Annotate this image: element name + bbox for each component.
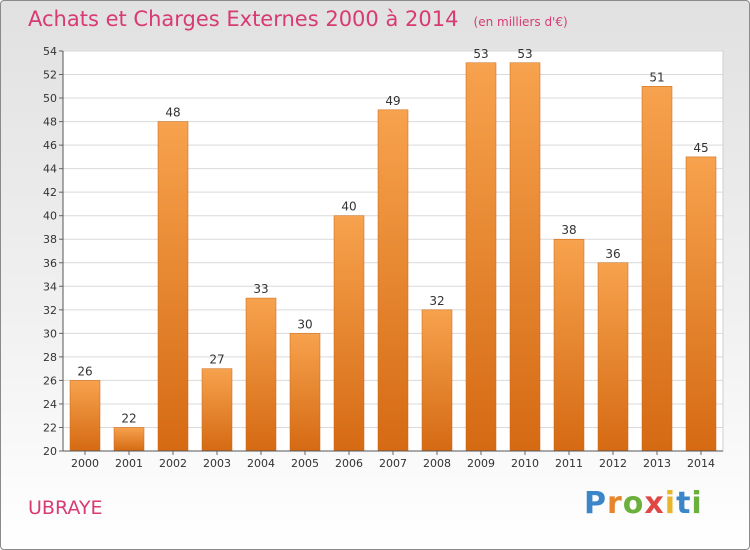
y-tick-label: 38 bbox=[43, 233, 57, 246]
bar-value-label: 40 bbox=[341, 200, 356, 214]
x-tick-label: 2011 bbox=[555, 457, 583, 470]
place-name: UBRAYE bbox=[28, 497, 103, 519]
x-tick-label: 2010 bbox=[511, 457, 539, 470]
y-tick-label: 52 bbox=[43, 69, 57, 82]
y-tick-label: 30 bbox=[43, 327, 57, 340]
x-tick-label: 2007 bbox=[379, 457, 407, 470]
bar-value-label: 49 bbox=[385, 94, 400, 108]
y-tick-label: 22 bbox=[43, 421, 57, 434]
x-tick-label: 2008 bbox=[423, 457, 451, 470]
x-tick-label: 2006 bbox=[335, 457, 363, 470]
bar bbox=[421, 309, 453, 452]
bar-value-label: 32 bbox=[429, 294, 444, 308]
brand-letter: t bbox=[676, 486, 692, 521]
y-tick-label: 40 bbox=[43, 210, 57, 223]
y-tick-label: 42 bbox=[43, 186, 57, 199]
brand-letter: i bbox=[664, 486, 677, 521]
bar-value-label: 30 bbox=[297, 317, 312, 331]
brand-letter: o bbox=[622, 486, 645, 521]
brand-letter: P bbox=[584, 486, 607, 521]
brand-letter: x bbox=[644, 486, 665, 521]
y-tick-label: 54 bbox=[43, 45, 57, 58]
bar bbox=[201, 368, 233, 452]
y-tick-label: 36 bbox=[43, 257, 57, 270]
bar bbox=[69, 380, 101, 452]
bar bbox=[157, 121, 189, 452]
bar-value-label: 51 bbox=[649, 70, 664, 84]
bar-value-label: 33 bbox=[253, 282, 268, 296]
y-tick-label: 26 bbox=[43, 374, 57, 387]
y-tick-label: 24 bbox=[43, 398, 57, 411]
bar-value-label: 45 bbox=[693, 141, 708, 155]
x-tick-label: 2004 bbox=[247, 457, 275, 470]
bar bbox=[509, 62, 541, 452]
bar bbox=[553, 238, 585, 452]
y-tick-label: 50 bbox=[43, 92, 57, 105]
x-tick-label: 2001 bbox=[115, 457, 143, 470]
x-tick-label: 2003 bbox=[203, 457, 231, 470]
y-tick-label: 32 bbox=[43, 304, 57, 317]
bar-value-label: 36 bbox=[605, 247, 620, 261]
x-tick-label: 2000 bbox=[71, 457, 99, 470]
x-tick-label: 2009 bbox=[467, 457, 495, 470]
bar-value-label: 48 bbox=[165, 106, 180, 120]
y-tick-label: 44 bbox=[43, 163, 57, 176]
bar bbox=[641, 86, 673, 452]
chart-subtitle: (en milliers d'€) bbox=[473, 15, 568, 29]
x-tick-label: 2005 bbox=[291, 457, 319, 470]
bar bbox=[245, 297, 277, 452]
bar-value-label: 38 bbox=[561, 223, 576, 237]
chart-title: Achats et Charges Externes 2000 à 2014 bbox=[28, 7, 459, 31]
x-tick-label: 2012 bbox=[599, 457, 627, 470]
bar-value-label: 26 bbox=[77, 364, 92, 378]
bar-value-label: 27 bbox=[209, 353, 224, 367]
bar bbox=[597, 262, 629, 452]
x-tick-label: 2002 bbox=[159, 457, 187, 470]
y-tick-label: 48 bbox=[43, 116, 57, 129]
brand-logo: Proxiti bbox=[584, 486, 703, 521]
bar-value-label: 22 bbox=[121, 411, 136, 425]
y-tick-label: 28 bbox=[43, 351, 57, 364]
bar bbox=[333, 215, 365, 452]
bar bbox=[377, 109, 409, 452]
x-tick-label: 2014 bbox=[687, 457, 715, 470]
x-tick-label: 2013 bbox=[643, 457, 671, 470]
bar bbox=[289, 333, 321, 452]
brand-letter: i bbox=[691, 486, 703, 521]
y-tick-label: 46 bbox=[43, 139, 57, 152]
brand-letter: r bbox=[607, 486, 623, 521]
title-row: Achats et Charges Externes 2000 à 2014 (… bbox=[28, 7, 568, 31]
bar bbox=[465, 62, 497, 452]
bar-value-label: 53 bbox=[473, 47, 488, 61]
bar bbox=[113, 427, 145, 452]
bar-value-label: 53 bbox=[517, 47, 532, 61]
bar bbox=[685, 156, 717, 452]
y-tick-label: 20 bbox=[43, 445, 57, 458]
y-tick-label: 34 bbox=[43, 280, 57, 293]
